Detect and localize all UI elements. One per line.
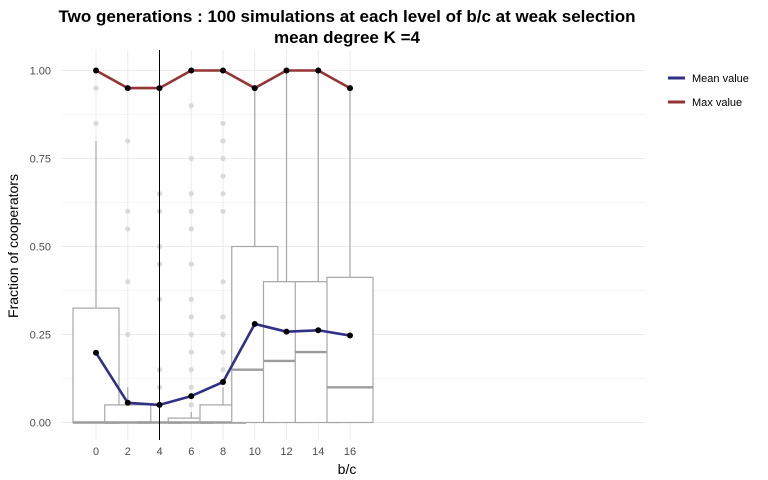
series-point: [283, 328, 290, 335]
x-tick-label: 8: [220, 446, 226, 458]
y-tick-label: 0.00: [30, 418, 51, 430]
outlier-point: [188, 384, 194, 390]
box-body: [104, 404, 152, 424]
outlier-point: [188, 314, 194, 320]
x-tick-label: 4: [156, 446, 162, 458]
outlier-point: [125, 226, 131, 232]
y-tick-label: 0.50: [30, 242, 51, 254]
series-point: [188, 393, 195, 400]
boxplot-0: [72, 140, 120, 424]
legend-label: Mean value: [692, 73, 749, 85]
outlier-point: [188, 261, 194, 267]
boxplot-16: [326, 88, 374, 424]
series-point: [347, 85, 353, 92]
x-tick-label: 10: [249, 446, 261, 458]
series-point: [251, 85, 258, 92]
outlier-point: [220, 331, 226, 338]
outlier-point: [220, 349, 226, 355]
legend: Mean value Max value: [668, 73, 749, 109]
outlier-point: [220, 120, 226, 126]
x-tick-label: 2: [125, 446, 131, 458]
outlier-point: [93, 120, 99, 126]
series-point: [315, 67, 322, 74]
box-body: [72, 307, 120, 424]
outlier-point: [125, 138, 131, 144]
series-point: [220, 67, 226, 74]
legend-label: Max value: [692, 97, 742, 109]
legend-item: Mean value: [668, 73, 749, 85]
outlier-point: [188, 367, 194, 373]
box-body: [326, 276, 374, 424]
x-tick-label: 14: [312, 446, 324, 458]
outlier-point: [188, 296, 194, 302]
outlier-point: [125, 331, 131, 338]
outlier-point: [220, 208, 226, 214]
outlier-point: [188, 226, 194, 232]
outlier-point: [125, 208, 131, 214]
series-point: [251, 320, 258, 327]
series-point: [315, 327, 322, 334]
x-tick-label: 12: [280, 446, 292, 458]
outlier-point: [220, 155, 226, 162]
outlier-point: [188, 208, 194, 214]
axes: 0 2 4 6 8 10 12 14 16 0.00 0.25 0.50 0.75 1.00: [30, 66, 357, 459]
x-axis-title: b/c: [338, 461, 357, 477]
outlier-point: [125, 279, 131, 285]
x-tick-label: 0: [93, 446, 99, 458]
outlier-point: [220, 367, 226, 373]
chart-subtitle: mean degree K =4: [274, 28, 421, 47]
x-tick-label: 6: [188, 446, 194, 458]
outlier-point: [220, 138, 226, 144]
outlier-point: [188, 402, 194, 408]
series-point: [124, 399, 131, 406]
series-point: [188, 67, 195, 74]
outlier-point: [188, 191, 194, 197]
outlier-point: [188, 331, 194, 338]
y-tick-label: 1.00: [30, 66, 51, 78]
outlier-point: [220, 191, 226, 197]
series-point: [93, 67, 99, 74]
y-tick-label: 0.25: [30, 330, 51, 342]
outlier-points: [93, 85, 226, 408]
outlier-point: [188, 155, 194, 162]
y-tick-label: 0.75: [30, 154, 51, 166]
series-point: [156, 401, 163, 408]
outlier-point: [220, 279, 226, 285]
outlier-point: [93, 85, 99, 91]
outlier-point: [188, 349, 194, 355]
series-point: [283, 67, 290, 74]
series-point: [124, 85, 131, 92]
series-point: [93, 349, 99, 356]
outlier-point: [188, 103, 194, 109]
outlier-point: [220, 173, 226, 179]
x-tick-label: 16: [344, 446, 356, 458]
y-axis-title: Fraction of cooperators: [5, 174, 21, 318]
chart-title: Two generations : 100 simulations at eac…: [59, 7, 636, 26]
series-point: [347, 332, 353, 339]
legend-item: Max value: [668, 97, 742, 109]
series-point: [156, 85, 163, 92]
series-point: [220, 379, 226, 386]
outlier-point: [220, 314, 226, 320]
boxplots: [72, 70, 374, 424]
series-lines: [93, 67, 353, 408]
